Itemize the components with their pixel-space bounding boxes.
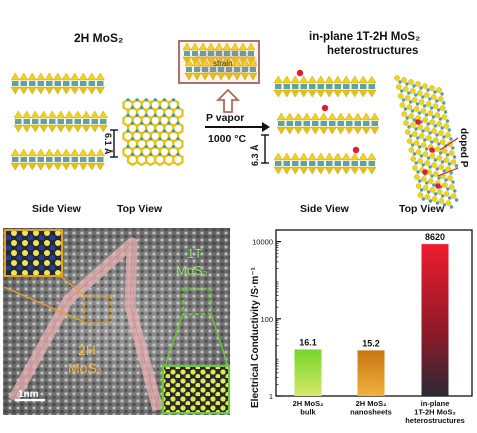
tem-label-2h-line2: MoS₂: [68, 360, 102, 376]
conductivity-bar: [294, 349, 322, 396]
title-heterostructure-line1: in-plane 1T-2H MoS₂: [309, 31, 420, 43]
selection-box-2h: [83, 295, 112, 324]
mos2-layer: [10, 148, 105, 171]
strain-inset: strain: [178, 40, 260, 84]
doped-pointer-1: [439, 137, 459, 151]
y-tick-label: 10000: [252, 238, 273, 247]
tem-label-1t-line2: MoS₂: [176, 263, 208, 278]
y-tick-label: 100: [260, 315, 273, 324]
bar-value-label: 8620: [425, 232, 445, 242]
spacing-bracket-right: [261, 134, 269, 164]
strain-label: strain: [213, 59, 233, 68]
category-label: heterostructures: [405, 416, 465, 425]
mos2-layer: [13, 110, 108, 133]
top-view-label-left: Top View: [117, 203, 163, 215]
doped-p-atom: [296, 69, 304, 77]
title-2h-mos2: 2H MoS₂: [74, 31, 123, 45]
selection-box-1t: [182, 288, 212, 315]
category-label: bulk: [300, 408, 316, 417]
bar-value-label: 15.2: [362, 338, 380, 348]
category-label: 2H MoS₂: [293, 399, 324, 408]
spacing-label-left: 6.1 Å: [103, 133, 113, 155]
inset-2h-magnified: [4, 229, 63, 277]
top-view-honeycomb-2h: [122, 98, 184, 167]
y-axis-label: Electrical Conductivity /S·m⁻¹: [250, 266, 261, 408]
arrow-label-temperature: 1000 °C: [208, 133, 246, 145]
mos2-layer: [182, 42, 256, 65]
top-view-doped-lattice: [394, 75, 459, 209]
doped-p-label: doped P: [458, 128, 469, 168]
side-view-label-right: Side View: [300, 203, 350, 215]
side-view-label-left: Side View: [32, 203, 82, 215]
top-view-label-right: Top View: [399, 203, 445, 215]
tem-label-2h-line1: 2H: [78, 342, 96, 358]
doped-p-atom: [435, 183, 441, 189]
doped-p-atom: [321, 104, 329, 112]
doped-p-atom: [352, 146, 360, 154]
mos2-layer: [276, 112, 380, 135]
arrow-label-p-vapor: P vapor: [206, 112, 244, 124]
conductivity-bar: [357, 350, 385, 396]
tem-scale-label: 1nm: [18, 389, 39, 400]
bar-value-label: 16.1: [299, 337, 317, 347]
side-view-layers-heterostructure: [273, 69, 380, 175]
doped-p-atom: [415, 119, 421, 125]
tem-label-1t-line1: 1T: [187, 246, 202, 261]
mos2-layer: [273, 75, 377, 98]
reaction-arrow: [205, 122, 270, 132]
mos2-layer: [273, 152, 377, 175]
category-label: in-plane: [421, 399, 450, 408]
hollow-up-arrow-icon: [215, 88, 241, 113]
side-view-layers-2h: [10, 72, 108, 171]
category-label: 1T-2H MoS₂: [414, 408, 456, 417]
doped-p-atom: [422, 169, 428, 175]
doped-pointer-2: [437, 167, 459, 177]
doped-p-atom: [429, 147, 435, 153]
inset-1t-magnified: [162, 365, 230, 414]
spacing-bracket-left: [110, 129, 118, 158]
spacing-label-right: 6.3 Å: [250, 144, 260, 166]
mos2-layer: [10, 72, 105, 95]
title-heterostructure-line2: heterostructures: [327, 45, 418, 57]
category-label: 2H MoS₂: [356, 399, 387, 408]
y-tick-label: 1: [269, 392, 273, 401]
category-label: nanosheets: [350, 408, 392, 417]
conductivity-bar: [421, 244, 449, 396]
tem-image: [3, 228, 230, 415]
mos2-layer: [184, 58, 258, 81]
